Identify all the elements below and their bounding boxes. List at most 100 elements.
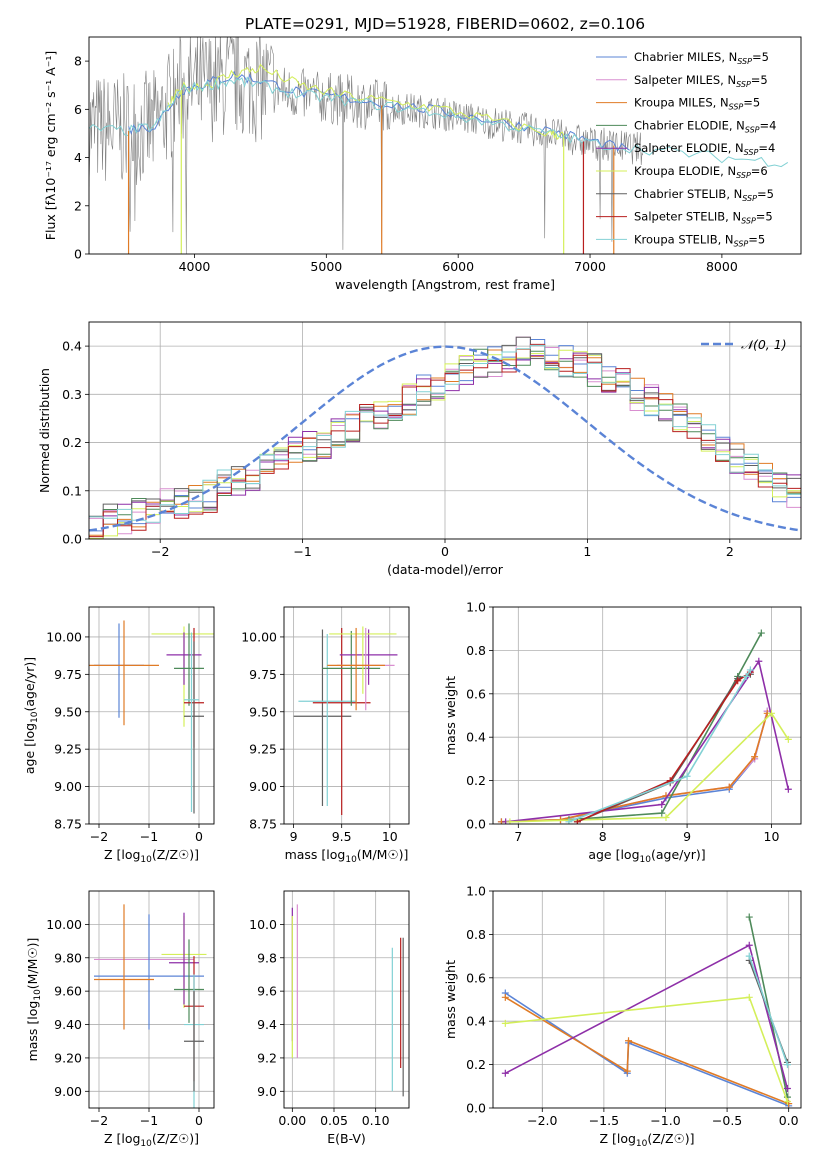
histogram-chabrier-stelib — [89, 336, 801, 525]
weight-marker-chabrier-elodie — [658, 809, 666, 817]
plot-area — [89, 37, 789, 254]
y-tick-label: 9.25 — [54, 742, 82, 757]
x-tick-label: 5000 — [310, 259, 342, 274]
y-tick-label: 9.00 — [249, 779, 277, 794]
y-tick-label: 10.00 — [46, 917, 82, 932]
y-tick-label: 9.00 — [54, 779, 82, 794]
x-tick-label: 0 — [195, 1113, 203, 1128]
histogram-salpeter-stelib — [89, 343, 801, 538]
axes-frame — [88, 890, 215, 1109]
page-title: PLATE=0291, MJD=51928, FIBERID=0602, z=0… — [245, 15, 645, 33]
panel-residuals: −2 −1 0 1 2 0.0 0.1 0.2 0.3 0.4 (data-model)/error… — [37, 321, 802, 577]
gaussian-curve — [89, 345, 801, 532]
y-tick-label: 10.00 — [241, 629, 277, 644]
x-tick-label: −1 — [140, 829, 158, 844]
weight-marker-kroupa-elodie — [783, 1097, 791, 1105]
weight-line-chabrier-stelib — [577, 673, 751, 823]
weight-marker-kroupa-stelib — [745, 952, 753, 960]
y-tick-label: 9.2 — [257, 1050, 277, 1065]
x-tick-label: −2 — [90, 829, 108, 844]
y-tick-label: 0 — [74, 247, 82, 262]
x-tick-label: −2 — [151, 544, 169, 559]
x-tick-label: 8000 — [706, 259, 738, 274]
x-tick-label: 0.0 — [779, 1113, 799, 1128]
axes-frame — [88, 606, 215, 825]
y-tick-label: 6 — [74, 102, 82, 117]
y-axis-label: Flux [fλ10⁻¹⁷ erg cm⁻² s⁻¹ A⁻¹] — [43, 51, 58, 240]
observed-spectrum-line — [89, 37, 644, 254]
weight-marker-kroupa-elodie — [745, 993, 753, 1001]
y-tick-label: 1.0 — [466, 600, 486, 615]
weight-marker-kroupa-miles — [625, 1037, 633, 1045]
legend-label-gaussian: 𝒩(0, 1) — [741, 337, 787, 352]
x-axis-label: Z [log10(Z/Z☉)] — [104, 1131, 199, 1149]
x-axis-label: Z [log10(Z/Z☉)] — [104, 847, 199, 865]
x-tick-label: 0 — [195, 829, 203, 844]
plot-area — [89, 322, 801, 539]
axes-frame — [283, 890, 410, 1109]
y-tick-label: 9.6 — [257, 984, 277, 999]
x-tick-label: 2 — [726, 544, 734, 559]
y-tick-label: 0.2 — [466, 1057, 486, 1072]
weight-marker-kroupa-miles — [725, 783, 733, 791]
y-tick-label: 10.00 — [46, 629, 82, 644]
y-tick-label: 2 — [74, 198, 82, 213]
weight-marker-salpeter-elodie — [755, 657, 763, 665]
weight-marker-kroupa-stelib — [683, 772, 691, 780]
y-tick-label: 0.6 — [466, 686, 486, 701]
y-tick-label: 0.0 — [62, 532, 82, 547]
weight-marker-kroupa-miles — [623, 1067, 631, 1075]
x-tick-label: 9.5 — [332, 829, 352, 844]
weight-marker-kroupa-miles — [751, 753, 759, 761]
axes-frame — [283, 606, 410, 825]
y-tick-label: 4 — [74, 150, 82, 165]
y-tick-label: 0.2 — [466, 773, 486, 788]
x-axis-label: Z [log10(Z/Z☉)] — [599, 1131, 694, 1149]
legend-label-kroupa-elodie: Kroupa ELODIE, NSSP=6 — [634, 164, 768, 180]
weight-line-chabrier-miles — [504, 992, 789, 1107]
weight-marker-salpeter-stelib — [573, 818, 581, 824]
panel-spectrum: 4000 5000 6000 7000 8000 0 2 4 6 8 wavelength [Ang… — [43, 36, 802, 292]
y-tick-label: 9.60 — [54, 984, 82, 999]
weight-line-kroupa-stelib — [568, 669, 752, 823]
weight-marker-kroupa-elodie — [784, 735, 792, 743]
y-tick-label: 0.0 — [466, 1101, 486, 1116]
axes-frame — [88, 321, 802, 540]
weight-marker-salpeter-elodie — [783, 1084, 791, 1092]
x-tick-label: 9 — [683, 829, 691, 844]
panel-mass-vs-Z: −2 −1 0 9.00 9.20 9.40 9.60 9.80 10.00 Z [log10(Z… — [25, 890, 215, 1149]
y-tick-label: 0.8 — [466, 927, 486, 942]
y-tick-label: 0.6 — [466, 970, 486, 985]
weight-marker-kroupa-miles — [501, 993, 509, 1001]
y-tick-label: 9.20 — [54, 1050, 82, 1065]
weight-marker-kroupa-stelib — [742, 672, 750, 680]
y-tick-label: 9.75 — [249, 667, 277, 682]
x-tick-label: 0.00 — [278, 1113, 306, 1128]
plot-area — [89, 891, 214, 1108]
weight-marker-kroupa-stelib — [565, 818, 573, 824]
y-tick-label: 9.80 — [54, 950, 82, 965]
weight-line-kroupa-miles — [501, 713, 768, 823]
x-tick-label: −1 — [140, 1113, 158, 1128]
plot-area — [89, 607, 214, 824]
axes-frame — [88, 36, 802, 255]
model-line-kroupa-stelib — [89, 76, 789, 168]
y-tick-label: 8 — [74, 54, 82, 69]
weight-marker-kroupa-elodie — [501, 1019, 509, 1027]
x-tick-label: 0.10 — [362, 1113, 390, 1128]
y-axis-label: age [log10(age/yr)] — [22, 657, 40, 774]
y-axis-label: mass weight — [443, 960, 458, 1039]
weight-marker-salpeter-stelib — [734, 677, 742, 685]
histogram-kroupa-stelib — [89, 344, 801, 523]
weight-marker-salpeter-elodie — [784, 785, 792, 793]
x-tick-label: −1.0 — [650, 1113, 680, 1128]
y-tick-label: 8.75 — [249, 817, 277, 832]
y-axis-label: Normed distribution — [37, 368, 52, 493]
weight-marker-kroupa-stelib — [746, 666, 754, 674]
plot-area — [284, 607, 409, 824]
legend-label-kroupa-stelib: Kroupa STELIB, NSSP=5 — [634, 232, 765, 248]
x-tick-label: 0.05 — [320, 1113, 348, 1128]
weight-line-salpeter-elodie — [505, 659, 790, 823]
weight-marker-chabrier-elodie — [757, 629, 765, 637]
